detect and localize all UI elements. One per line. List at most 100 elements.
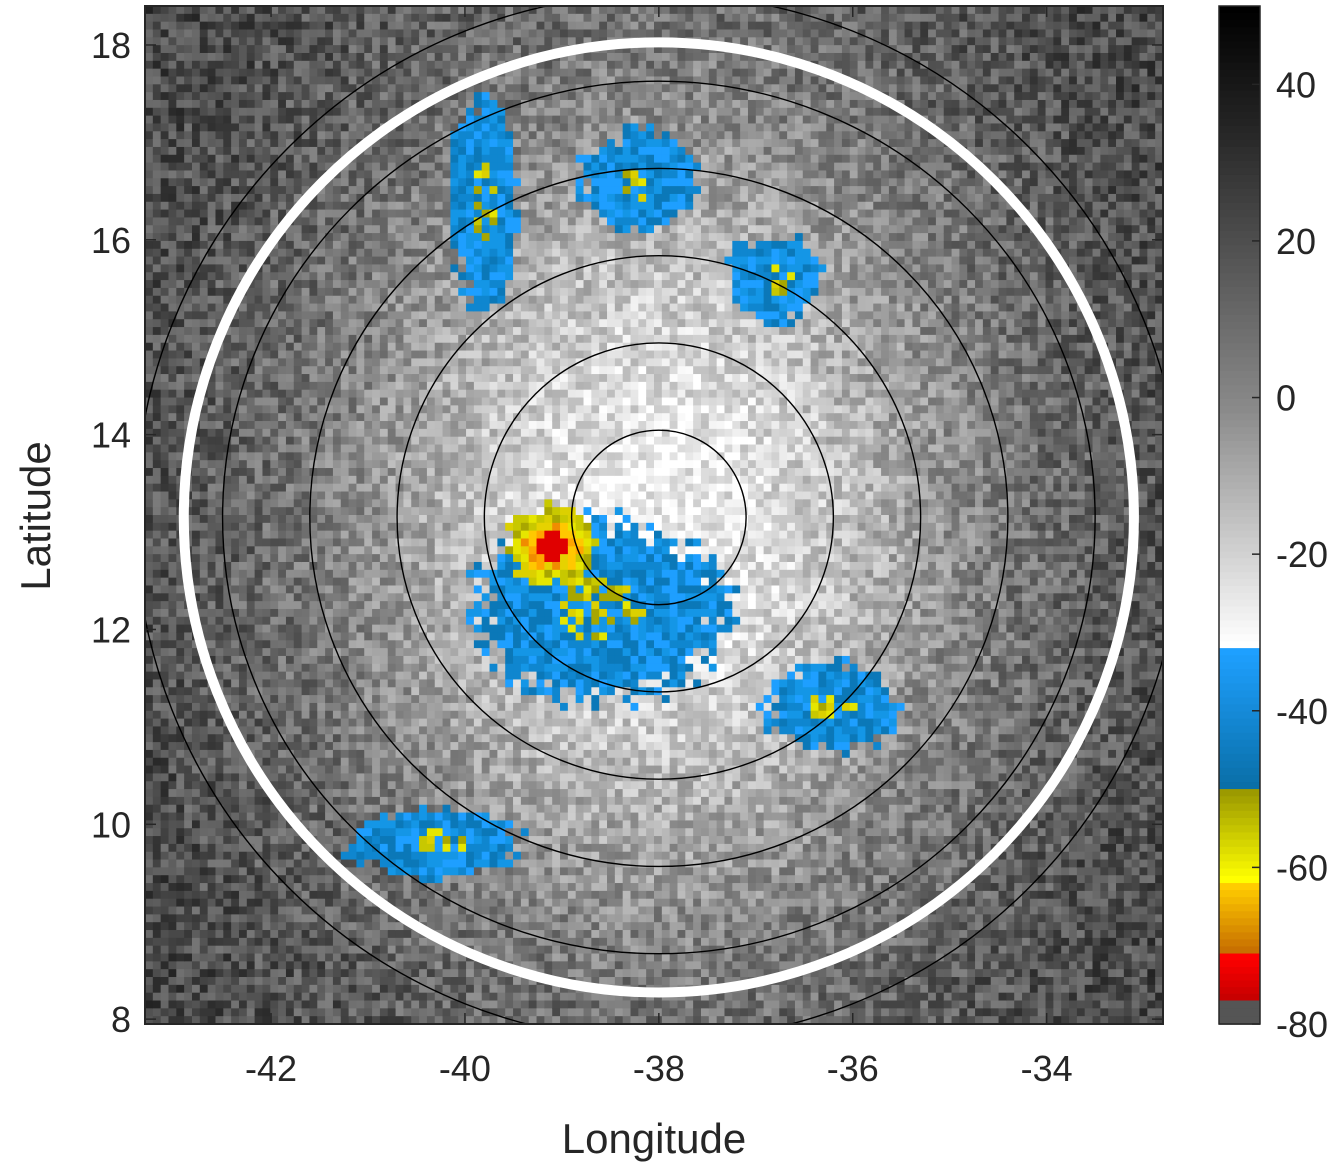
heatmap-cell	[145, 445, 153, 453]
heatmap-cell	[184, 108, 192, 116]
heatmap-cell	[317, 45, 325, 53]
heatmap-cell	[270, 648, 278, 656]
heatmap-cell	[333, 327, 341, 335]
heatmap-cell	[215, 210, 223, 218]
heatmap-cell	[396, 601, 404, 609]
heatmap-cell	[270, 993, 278, 1001]
heatmap-cell	[262, 844, 270, 852]
heatmap-cell	[270, 593, 278, 601]
heatmap-cell	[262, 468, 270, 476]
heatmap-cell	[364, 820, 372, 828]
heatmap-cell	[356, 100, 364, 108]
heatmap-cell	[427, 664, 435, 672]
heatmap-cell	[380, 108, 388, 116]
heatmap-cell	[247, 601, 255, 609]
heatmap-cell	[396, 844, 404, 852]
heatmap-cell	[356, 264, 364, 272]
heatmap-cell	[278, 445, 286, 453]
heatmap-cell	[168, 507, 176, 515]
heatmap-cell	[317, 781, 325, 789]
heatmap-cell	[317, 6, 325, 14]
heatmap-cell	[286, 233, 294, 241]
heatmap-cell	[255, 202, 263, 210]
heatmap-cell	[278, 186, 286, 194]
heatmap-cell	[270, 29, 278, 37]
heatmap-cell	[396, 311, 404, 319]
heatmap-cell	[356, 6, 364, 14]
heatmap-cell	[333, 6, 341, 14]
heatmap-cell	[294, 523, 302, 531]
heatmap-cell	[427, 186, 435, 194]
heatmap-cell	[161, 515, 169, 523]
heatmap-cell	[192, 225, 200, 233]
heatmap-cell	[208, 954, 216, 962]
heatmap-cell	[223, 484, 231, 492]
heatmap-cell	[396, 217, 404, 225]
heatmap-cell	[208, 914, 216, 922]
heatmap-cell	[239, 695, 247, 703]
heatmap-cell	[309, 601, 317, 609]
heatmap-cell	[255, 108, 263, 116]
heatmap-cell	[435, 797, 443, 805]
heatmap-cell	[302, 695, 310, 703]
heatmap-cell	[325, 789, 333, 797]
heatmap-cell	[145, 938, 153, 946]
heatmap-cell	[145, 609, 153, 617]
heatmap-cell	[192, 499, 200, 507]
heatmap-cell	[349, 460, 357, 468]
heatmap-cell	[239, 437, 247, 445]
heatmap-cell	[419, 648, 427, 656]
heatmap-cell	[443, 398, 451, 406]
heatmap-cell	[255, 546, 263, 554]
heatmap-cell	[200, 233, 208, 241]
heatmap-cell	[341, 703, 349, 711]
heatmap-cell	[435, 335, 443, 343]
heatmap-cell	[161, 907, 169, 915]
heatmap-cell	[286, 492, 294, 500]
heatmap-cell	[372, 155, 380, 163]
heatmap-cell	[215, 781, 223, 789]
heatmap-cell	[427, 296, 435, 304]
heatmap-cell	[145, 954, 153, 962]
heatmap-cell	[294, 617, 302, 625]
heatmap-cell	[333, 139, 341, 147]
heatmap-cell	[208, 69, 216, 77]
heatmap-cell	[388, 186, 396, 194]
heatmap-cell	[333, 609, 341, 617]
heatmap-cell	[333, 993, 341, 1001]
heatmap-cell	[168, 766, 176, 774]
heatmap-cell	[396, 92, 404, 100]
heatmap-cell	[435, 703, 443, 711]
heatmap-cell	[184, 178, 192, 186]
heatmap-cell	[333, 257, 341, 265]
heatmap-cell	[349, 907, 357, 915]
heatmap-cell	[223, 84, 231, 92]
heatmap-cell	[341, 499, 349, 507]
heatmap-cell	[176, 805, 184, 813]
heatmap-cell	[278, 546, 286, 554]
heatmap-cell	[403, 69, 411, 77]
heatmap-cell	[380, 382, 388, 390]
heatmap-cell	[215, 593, 223, 601]
heatmap-cell	[364, 938, 372, 946]
heatmap-cell	[168, 593, 176, 601]
heatmap-cell	[325, 445, 333, 453]
heatmap-cell	[231, 139, 239, 147]
heatmap-cell	[176, 609, 184, 617]
heatmap-cell	[270, 131, 278, 139]
heatmap-cell	[286, 264, 294, 272]
heatmap-cell	[184, 343, 192, 351]
heatmap-cell	[294, 797, 302, 805]
heatmap-cell	[145, 69, 153, 77]
heatmap-cell	[419, 492, 427, 500]
heatmap-cell	[223, 257, 231, 265]
heatmap-cell	[427, 29, 435, 37]
heatmap-cell	[427, 14, 435, 22]
heatmap-cell	[200, 413, 208, 421]
heatmap-cell	[317, 264, 325, 272]
heatmap-cell	[153, 499, 161, 507]
heatmap-cell	[325, 311, 333, 319]
heatmap-cell	[419, 734, 427, 742]
heatmap-cell	[403, 860, 411, 868]
heatmap-cell	[153, 695, 161, 703]
